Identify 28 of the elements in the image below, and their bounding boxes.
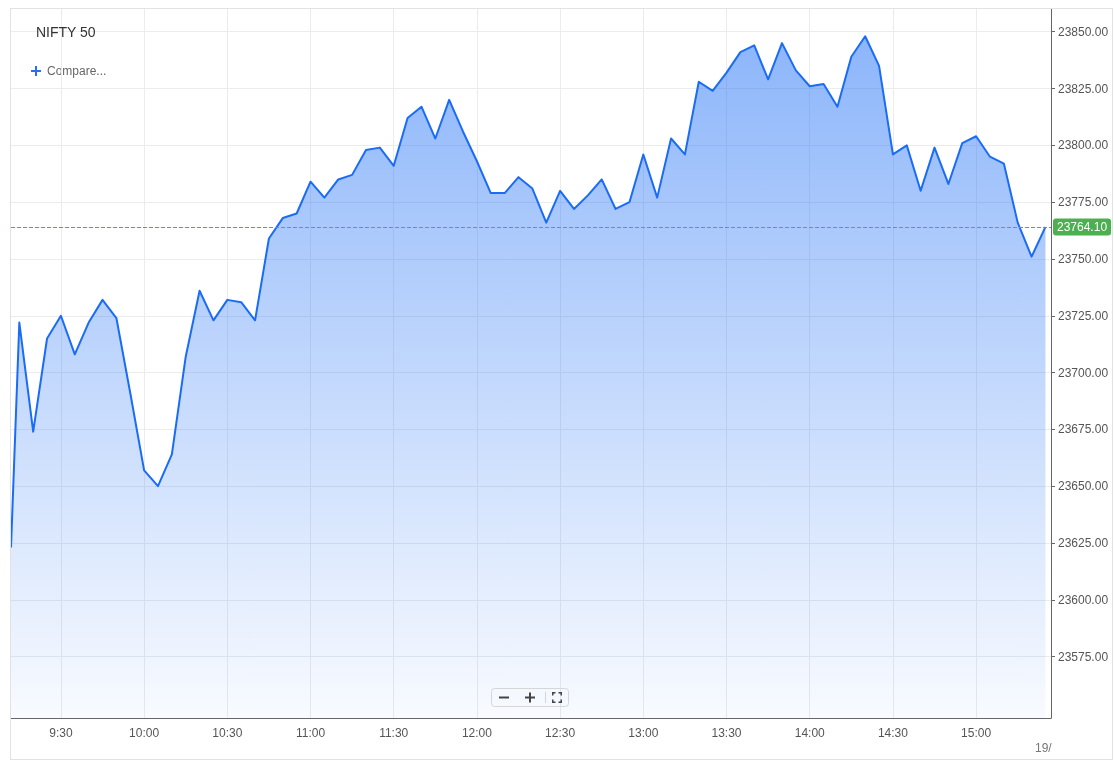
x-tick-label: 14:00	[794, 726, 826, 740]
y-tick-label: 23625.00	[1058, 536, 1109, 551]
x-tick-label: 10:00	[129, 726, 160, 740]
y-tick-label: 23600.00	[1058, 592, 1109, 607]
y-tick-label: 23800.00	[1058, 138, 1109, 153]
y-tick-label: 23700.00	[1058, 365, 1109, 380]
x-tick-label: 12:00	[461, 726, 493, 740]
y-tick-label: 23725.00	[1058, 308, 1109, 323]
x-tick-label: 15:00	[961, 726, 992, 740]
y-tick-label: 23675.00	[1058, 422, 1109, 437]
y-tick-label: 23650.00	[1058, 479, 1109, 494]
annotation: Compare...	[47, 64, 107, 78]
y-tick-label: 23750.00	[1058, 251, 1109, 266]
text: 19/	[1035, 741, 1053, 755]
x-tick-label: 11:00	[295, 726, 326, 740]
x-tick-label: 9:30	[49, 726, 73, 740]
x-tick-label: 14:30	[877, 726, 909, 740]
x-tick-label: 13:30	[711, 726, 742, 740]
y-tick-label: 23775.00	[1058, 195, 1109, 210]
x-tick-label: 12:30	[545, 726, 576, 740]
x-tick-label: 11:30	[379, 726, 409, 740]
ref-line-label: 23764.10	[1057, 219, 1108, 234]
y-tick-label: 23575.00	[1058, 649, 1109, 664]
y-tick-label: 23850.00	[1058, 24, 1109, 39]
text: NIFTY 50	[36, 24, 96, 40]
x-tick-label: 10:30	[212, 726, 243, 740]
x-tick-label: 13:00	[628, 726, 659, 740]
y-tick-label: 23825.00	[1058, 81, 1109, 96]
